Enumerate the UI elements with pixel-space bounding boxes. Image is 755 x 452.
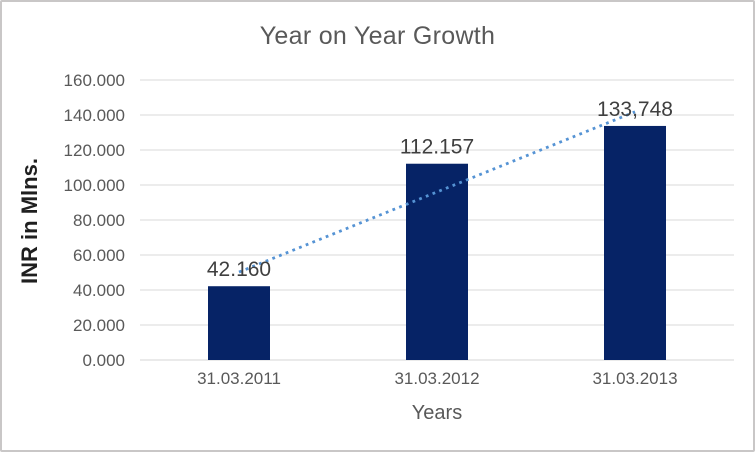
data-label: 133,748 xyxy=(597,98,673,121)
x-tick-label: 31.03.2013 xyxy=(592,369,677,388)
bar xyxy=(604,125,666,360)
y-tick-label: 0.000 xyxy=(82,351,125,370)
x-axis-title: Years xyxy=(411,402,463,424)
y-tick-label: 120.000 xyxy=(64,141,125,160)
data-label: 112.157 xyxy=(400,136,474,159)
y-tick-label: 80.000 xyxy=(73,211,125,230)
y-tick-label: 140.000 xyxy=(64,106,125,125)
data-label: 42.160 xyxy=(207,258,271,281)
x-tick-label: 31.03.2011 xyxy=(197,369,281,388)
bar xyxy=(406,163,468,360)
y-tick-label: 100.000 xyxy=(64,176,125,195)
y-tick-label: 160.000 xyxy=(64,71,125,90)
y-tick-label: 40.000 xyxy=(73,281,125,300)
y-tick-label: 60.000 xyxy=(73,246,125,265)
chart-title: Year on Year Growth xyxy=(259,22,496,50)
bar xyxy=(208,286,270,360)
y-tick-label: 20.000 xyxy=(73,316,125,335)
x-tick-label: 31.03.2012 xyxy=(394,369,479,388)
